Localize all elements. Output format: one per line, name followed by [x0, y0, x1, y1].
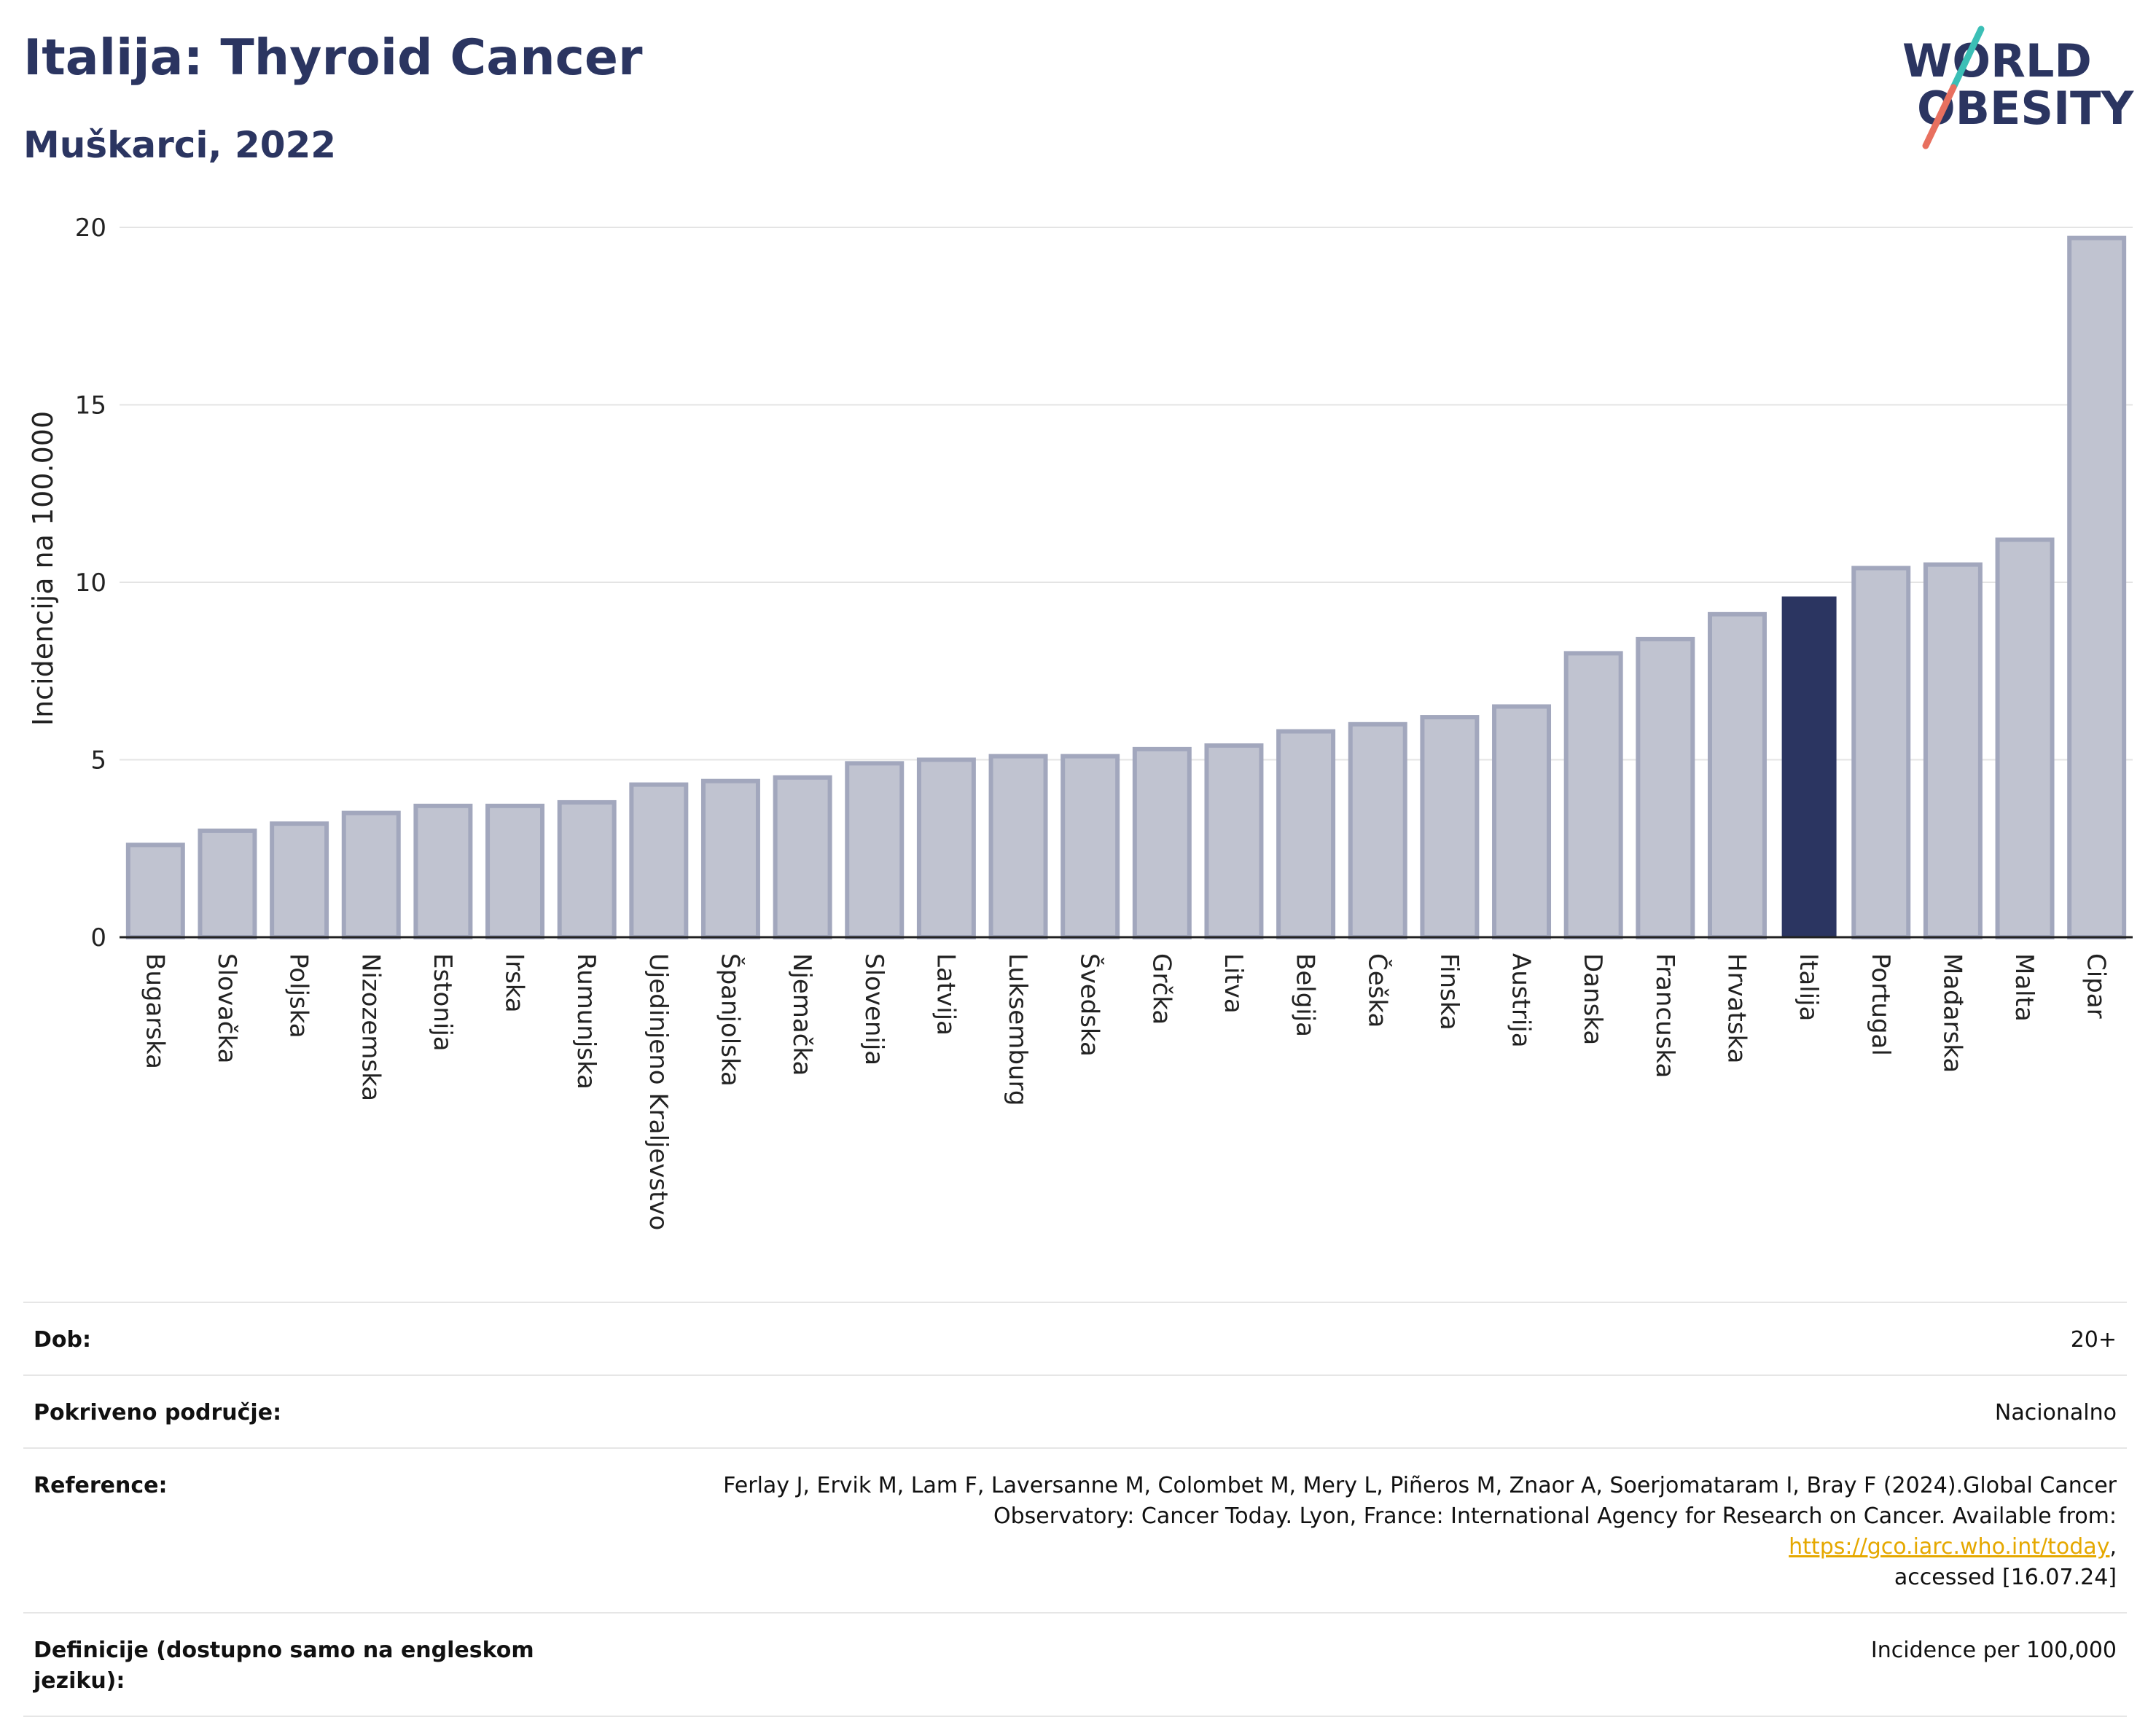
bar-grčka: [1132, 746, 1192, 939]
x-tick-label: Danska: [1578, 953, 1607, 1045]
bar-španjolska: [700, 778, 760, 939]
bar-irska: [485, 803, 545, 940]
bar-belgija: [1276, 729, 1336, 939]
y-tick-label: 10: [75, 568, 106, 598]
world-obesity-logo: WORLD OBESITY: [1902, 26, 2134, 149]
bar-luksemburg: [988, 754, 1048, 939]
x-tick-label: Malta: [2009, 953, 2039, 1022]
bar-češka: [1348, 721, 1407, 939]
y-axis-label: Incidencija na 100.000: [27, 411, 59, 726]
x-tick-label: Slovenija: [859, 953, 888, 1065]
logo-w: W: [1902, 34, 1952, 87]
bar-poljska: [270, 821, 329, 940]
meta-value-definitions: Incidence per 100,000: [1870, 1638, 2117, 1663]
x-tick-label: Rumunjska: [571, 953, 601, 1090]
reference-line-3: accessed [16.07.24]: [1894, 1565, 2117, 1590]
x-tick-label: Španjolska: [715, 953, 745, 1087]
x-tick-label: Češka: [1362, 953, 1392, 1028]
x-tick-label: Grčka: [1147, 953, 1176, 1025]
bar-malta: [1995, 537, 2055, 939]
bar-italija: [1781, 596, 1837, 937]
metadata-table: Dob: 20+ Pokriveno područje: Nacionalno …: [23, 1302, 2127, 1717]
x-tick-label: Ujedinjeno Kraljevstvo: [644, 953, 673, 1230]
bar-latvija: [916, 757, 976, 939]
logo-besity: BESITY: [1956, 82, 2135, 135]
y-tick-label: 0: [90, 923, 106, 953]
x-tick-labels: Bugarska Slovačka Poljska Nizozemska Estonij…: [140, 953, 2110, 1230]
reference-line-1: Ferlay J, Ervik M, Lam F, Laversanne M, …: [723, 1473, 2117, 1498]
x-tick-label: Latvija: [931, 953, 960, 1036]
x-tick-label: Finska: [1434, 953, 1464, 1030]
bar-cipar: [2067, 235, 2127, 939]
meta-key-definitions: Definicije (dostupno samo na engleskom j…: [34, 1638, 534, 1694]
meta-value-coverage: Nacionalno: [1994, 1400, 2117, 1425]
x-tick-label: Švedska: [1075, 953, 1105, 1057]
chart-title: Italija: Thyroid Cancer: [23, 29, 643, 87]
meta-key-age: Dob:: [34, 1327, 91, 1353]
y-tick-label: 20: [75, 214, 106, 243]
meta-value-reference: Ferlay J, Ervik M, Lam F, Laversanne M, …: [659, 1471, 2117, 1593]
x-tick-label: Bugarska: [140, 953, 169, 1069]
x-tick-label: Litva: [1219, 953, 1248, 1014]
bars: [125, 235, 2127, 940]
bar-njemačka: [773, 775, 832, 939]
x-tick-label: Nizozemska: [356, 953, 385, 1101]
x-tick-label: Luksemburg: [1003, 953, 1032, 1106]
reference-line-2: Observatory: Cancer Today. Lyon, France:…: [993, 1503, 2117, 1529]
logo-rld: RLD: [1991, 34, 2092, 87]
x-tick-label: Njemačka: [787, 953, 816, 1076]
x-tick-label: Portugal: [1866, 953, 1895, 1056]
bar-litva: [1204, 743, 1264, 940]
meta-key-reference: Reference:: [34, 1473, 168, 1498]
x-tick-label: Hrvatska: [1722, 953, 1751, 1063]
bar-nizozemska: [341, 810, 401, 940]
bar-portugal: [1851, 566, 1911, 940]
bar-austrija: [1492, 704, 1552, 939]
y-tick-labels: 0 5 10 15 20: [75, 214, 106, 953]
x-tick-label: Irska: [500, 953, 529, 1013]
x-tick-label: Francuska: [1650, 953, 1679, 1078]
bar-slovenija: [845, 761, 905, 939]
logo-slash-top: [1950, 26, 1985, 91]
meta-row-reference: Reference: Ferlay J, Ervik M, Lam F, Lav…: [23, 1447, 2127, 1612]
y-tick-label: 5: [90, 746, 106, 775]
chart-subtitle: Muškarci, 2022: [23, 124, 337, 166]
x-tick-label: Italija: [1794, 953, 1823, 1021]
bar-bugarska: [125, 842, 185, 940]
x-tick-label: Cipar: [2082, 953, 2111, 1019]
svg-text:OBESITY: OBESITY: [1917, 82, 2134, 135]
bar-francuska: [1636, 636, 1695, 939]
x-tick-label: Slovačka: [212, 953, 241, 1063]
bar-rumunjska: [557, 799, 617, 939]
bar-estonija: [413, 803, 473, 940]
meta-row-coverage: Pokriveno područje: Nacionalno: [23, 1374, 2127, 1447]
y-tick-label: 15: [75, 391, 106, 421]
logo-slash-bottom: [1922, 84, 1957, 149]
bar-chart: 0 5 10 15 20 Bugarska Slovačka Poljska Nizozems…: [27, 214, 2133, 1230]
x-tick-label: Austrija: [1507, 953, 1536, 1048]
x-tick-label: Poljska: [284, 953, 313, 1039]
x-tick-label: Mađarska: [1937, 953, 1966, 1073]
meta-value-age: 20+: [2070, 1327, 2117, 1353]
meta-key-coverage: Pokriveno područje:: [34, 1400, 282, 1425]
meta-row-age: Dob: 20+: [23, 1302, 2127, 1374]
reference-line-2-end: ,: [2109, 1534, 2117, 1560]
bar-danska: [1563, 651, 1623, 940]
grid-lines: [120, 227, 2133, 761]
x-tick-label: Estonija: [428, 953, 457, 1052]
bar-mađarska: [1923, 562, 1983, 940]
reference-link[interactable]: https://gco.iarc.who.int/today: [1789, 1534, 2110, 1560]
x-tick-label: Belgija: [1291, 953, 1320, 1037]
bar-slovačka: [198, 828, 257, 940]
bar-ujedinjeno-kraljevstvo: [629, 782, 689, 939]
bar-hrvatska: [1707, 611, 1767, 940]
meta-row-definitions: Definicije (dostupno samo na engleskom j…: [23, 1612, 2127, 1717]
bar-finska: [1420, 715, 1480, 939]
bar-švedska: [1061, 754, 1120, 939]
